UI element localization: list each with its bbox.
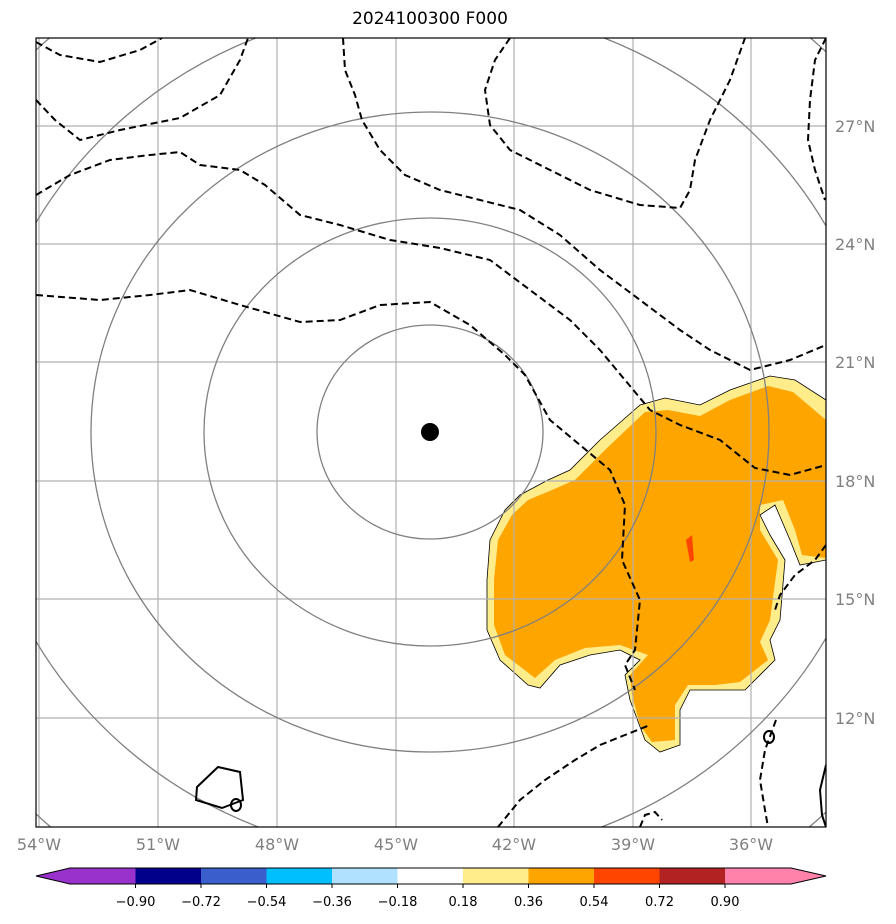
lat-label: 12°N [835, 709, 875, 728]
colorbar-extend-low [36, 868, 70, 884]
range-ring-3 [90, 111, 770, 753]
fill-peak-region [686, 535, 694, 562]
lon-tick-labels: 54°W 51°W 48°W 45°W 42°W 39°W 36°W [17, 835, 773, 854]
range-ring-1 [316, 324, 544, 540]
colorbar-tick: −0.72 [181, 895, 221, 910]
colorbar-outline [35, 867, 827, 885]
lon-label: 36°W [729, 835, 773, 854]
zero-contour-lower [486, 504, 826, 753]
lat-label: 15°N [835, 590, 875, 609]
colorbar-segment [201, 868, 267, 884]
contour-small-se [763, 730, 775, 744]
map-title: 2024100300 F000 [352, 9, 508, 29]
closed-contours [194, 730, 826, 827]
lat-tick-labels: 27°N 24°N 21°N 18°N 15°N 12°N [835, 117, 875, 728]
contour-loop-sw [194, 765, 245, 810]
lon-label: 39°W [611, 835, 655, 854]
colorbar-tick: −0.90 [116, 895, 156, 910]
zero-contour-upper [486, 375, 826, 630]
fill-main-region [494, 386, 826, 742]
colorbar-segment [463, 868, 529, 884]
colorbar-segment [725, 868, 791, 884]
lon-label: 54°W [17, 835, 61, 854]
colorbar-tick: 0.54 [580, 895, 609, 910]
colorbar-segment [528, 868, 594, 884]
lon-label: 48°W [255, 835, 299, 854]
colorbar-tick: 0.90 [711, 895, 740, 910]
colorbar-tick: −0.18 [378, 895, 418, 910]
lon-label: 51°W [136, 835, 180, 854]
lon-label: 45°W [374, 835, 418, 854]
colorbar-tick: 0.18 [449, 895, 478, 910]
map-frame [35, 37, 827, 828]
colorbar-segment [266, 868, 332, 884]
lat-label: 21°N [835, 353, 875, 372]
contour-edge-se [818, 764, 826, 827]
colorbar: −0.90 −0.72 −0.54 −0.36 −0.18 0.18 0.36 … [35, 867, 827, 910]
range-ring-2 [203, 217, 657, 647]
lat-label: 24°N [835, 235, 875, 254]
colorbar-segment [594, 868, 660, 884]
colorbar-segment [397, 868, 463, 884]
positive-anomaly-fill [486, 375, 826, 753]
colorbar-segment [135, 868, 201, 884]
colorbar-segment [659, 868, 725, 884]
contour-small-sw [230, 798, 242, 812]
colorbar-extend-high [791, 868, 826, 884]
colorbar-tick: 0.36 [514, 895, 543, 910]
lat-label: 18°N [835, 472, 875, 491]
negative-contours [36, 38, 826, 827]
storm-center-marker [421, 423, 439, 441]
colorbar-segment [70, 868, 136, 884]
colorbar-tick: −0.54 [247, 895, 287, 910]
colorbar-tick: 0.72 [645, 895, 674, 910]
colorbar-segment [332, 868, 398, 884]
graticule [36, 38, 826, 827]
colorbar-tick: −0.36 [312, 895, 352, 910]
lon-label: 42°W [492, 835, 536, 854]
lat-label: 27°N [835, 117, 875, 136]
